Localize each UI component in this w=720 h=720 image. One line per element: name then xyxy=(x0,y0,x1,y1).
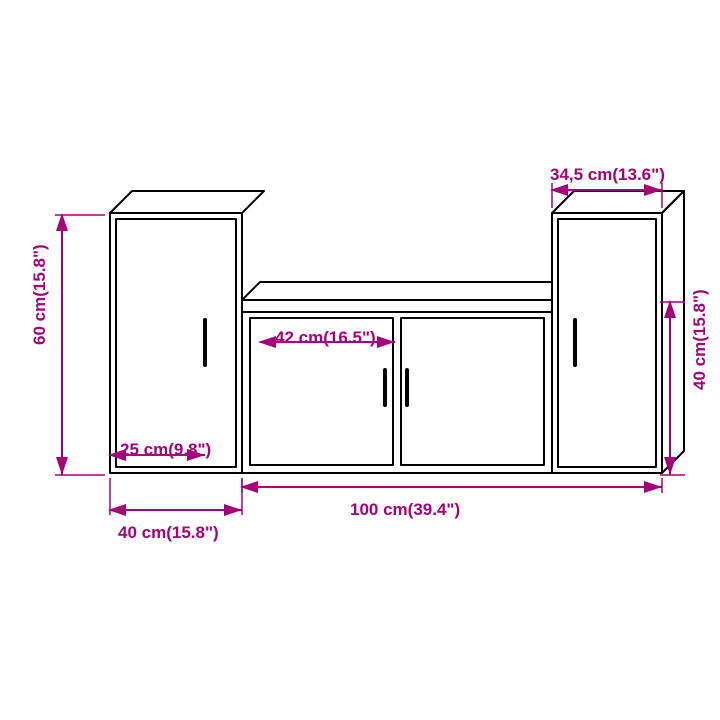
furniture-diagram xyxy=(0,0,720,720)
dimension-depth_345: 34,5 cm(13.6") xyxy=(550,165,665,185)
dimension-height_40_right: 40 cm(15.8") xyxy=(690,289,710,390)
dimension-width_40: 40 cm(15.8") xyxy=(118,523,219,543)
dimension-depth_25: 25 cm(9.8") xyxy=(120,440,211,460)
dimension-width_100: 100 cm(39.4") xyxy=(350,500,460,520)
dimension-width_42: 42 cm(16.5") xyxy=(275,328,376,348)
dimension-height_60: 60 cm(15.8") xyxy=(30,244,50,345)
